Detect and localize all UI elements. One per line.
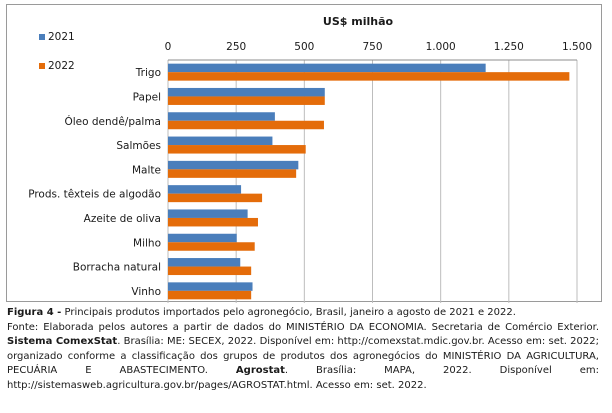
bar-2021 xyxy=(168,233,237,243)
figure-text: Principais produtos importados pelo agro… xyxy=(61,307,516,318)
source-part-a: Fonte: Elaborada pelos autores a partir … xyxy=(7,321,599,333)
legend-label: 2021 xyxy=(48,31,75,43)
bar-2022 xyxy=(168,120,324,130)
bar-2021 xyxy=(168,185,242,194)
legend-swatch-2021 xyxy=(39,34,45,40)
category-label: Trigo xyxy=(135,67,161,79)
bar-2022 xyxy=(168,217,258,227)
bar-2021 xyxy=(168,136,273,146)
x-tick-label: 250 xyxy=(226,41,246,53)
x-tick-label: 500 xyxy=(294,41,314,53)
category-label: Prods. têxteis de algodão xyxy=(28,189,161,201)
bar-2022 xyxy=(168,290,252,300)
x-tick-label: 1.250 xyxy=(494,41,524,53)
bar-2022 xyxy=(168,266,252,276)
bar-2021 xyxy=(168,112,275,121)
bar-2021 xyxy=(168,258,241,267)
chart-title: US$ milhão xyxy=(323,15,394,28)
bar-2021 xyxy=(168,63,486,73)
figure-title: Figura 4 - Principais produtos importado… xyxy=(7,306,599,321)
category-label: Salmões xyxy=(116,140,161,152)
category-label: Azeite de oliva xyxy=(84,213,161,225)
bar-2021 xyxy=(168,209,248,218)
x-tick-label: 0 xyxy=(165,41,172,53)
source-part-e: . Brasília: MAPA, 2022. Disponível em: h… xyxy=(7,365,599,391)
x-tick-label: 1.000 xyxy=(426,41,456,53)
source-part-b: Sistema ComexStat xyxy=(7,336,118,348)
category-label: Borracha natural xyxy=(73,262,161,274)
category-label: Milho xyxy=(133,237,161,249)
x-tick-label: 1.500 xyxy=(562,41,592,53)
figure-label: Figura 4 - xyxy=(7,307,62,318)
x-tick-label: 750 xyxy=(362,41,382,53)
bar-2022 xyxy=(168,169,297,178)
figure-source: Fonte: Elaborada pelos autores a partir … xyxy=(7,321,599,394)
category-label: Vinho xyxy=(131,286,161,298)
category-label: Malte xyxy=(132,164,161,176)
bar-chart: US$ milhão 0 250 500 750 1.000 1.250 1.500 Trigo… xyxy=(28,15,592,303)
bar-2022 xyxy=(168,193,263,203)
chart-area: US$ milhão 0 250 500 750 1.000 1.250 1.500 Trigo… xyxy=(6,4,602,303)
bar-2022 xyxy=(168,242,255,251)
bar-2021 xyxy=(168,160,299,170)
category-label: Óleo dendê/palma xyxy=(64,115,161,128)
bar-2022 xyxy=(168,96,325,105)
legend-swatch-2022 xyxy=(39,63,45,69)
legend-label: 2022 xyxy=(48,60,75,72)
bar-2022 xyxy=(168,145,306,154)
source-part-d: Agrostat xyxy=(235,365,285,377)
figure-caption: Figura 4 - Principais produtos importado… xyxy=(7,306,599,394)
bar-2022 xyxy=(168,72,570,81)
bar-2021 xyxy=(168,282,253,291)
category-label: Papel xyxy=(133,91,161,103)
source-part-c: . Brasília: ME: SECEX, 2022. Disponível … xyxy=(7,336,599,377)
bar-2021 xyxy=(168,87,325,97)
